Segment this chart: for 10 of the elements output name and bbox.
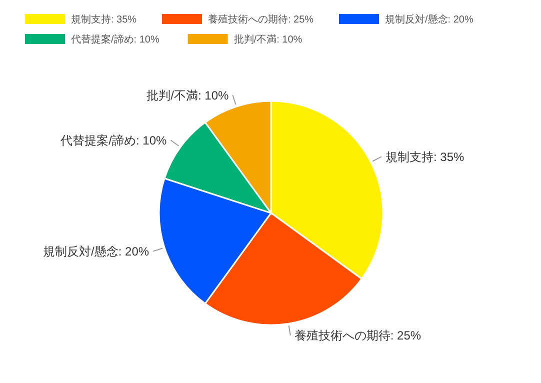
slice-label: 批判/不満: 10% (146, 88, 229, 102)
legend-label: 批判/不満: 10% (234, 34, 302, 46)
slice-label: 規制支持: 35% (385, 150, 464, 164)
slice-label: 養殖技術への期待: 25% (294, 328, 422, 343)
legend-label: 規制支持: 35% (71, 14, 137, 26)
legend-label: 規制反対/懸念: 20% (385, 14, 474, 26)
legend-label: 養殖技術への期待: 25% (208, 14, 314, 26)
legend-label: 代替提案/諦め: 10% (70, 34, 160, 46)
slice-label: 代替提案/諦め: 10% (60, 133, 167, 148)
slice-label: 規制反対/懸念: 20% (43, 244, 150, 259)
